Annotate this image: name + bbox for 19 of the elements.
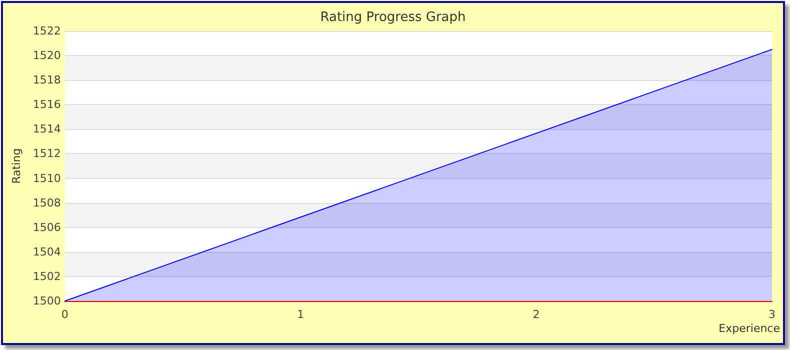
x-tick-label: 3 xyxy=(768,308,776,321)
x-axis-title: Experience xyxy=(718,322,780,335)
y-tick-label: 1508 xyxy=(32,196,61,210)
y-tick-label: 1512 xyxy=(32,147,61,160)
x-tick-label: 1 xyxy=(297,308,304,321)
y-tick-label: 1506 xyxy=(32,220,61,234)
y-tick-label: 1514 xyxy=(32,122,61,136)
y-tick-label: 1510 xyxy=(32,172,61,185)
x-tick-label: 2 xyxy=(532,308,540,321)
y-tick-label: 1520 xyxy=(32,49,61,62)
y-tick-label: 1518 xyxy=(32,74,61,87)
y-tick-label: 1516 xyxy=(32,98,61,112)
chart-title: Rating Progress Graph xyxy=(320,10,466,25)
y-tick-label: 1522 xyxy=(32,24,61,38)
y-axis-title: Rating xyxy=(10,148,23,184)
y-tick-label: 1504 xyxy=(32,245,61,258)
y-tick-label: 1502 xyxy=(32,270,61,283)
y-tick-label: 1500 xyxy=(32,294,61,308)
x-tick-label: 0 xyxy=(61,308,68,321)
